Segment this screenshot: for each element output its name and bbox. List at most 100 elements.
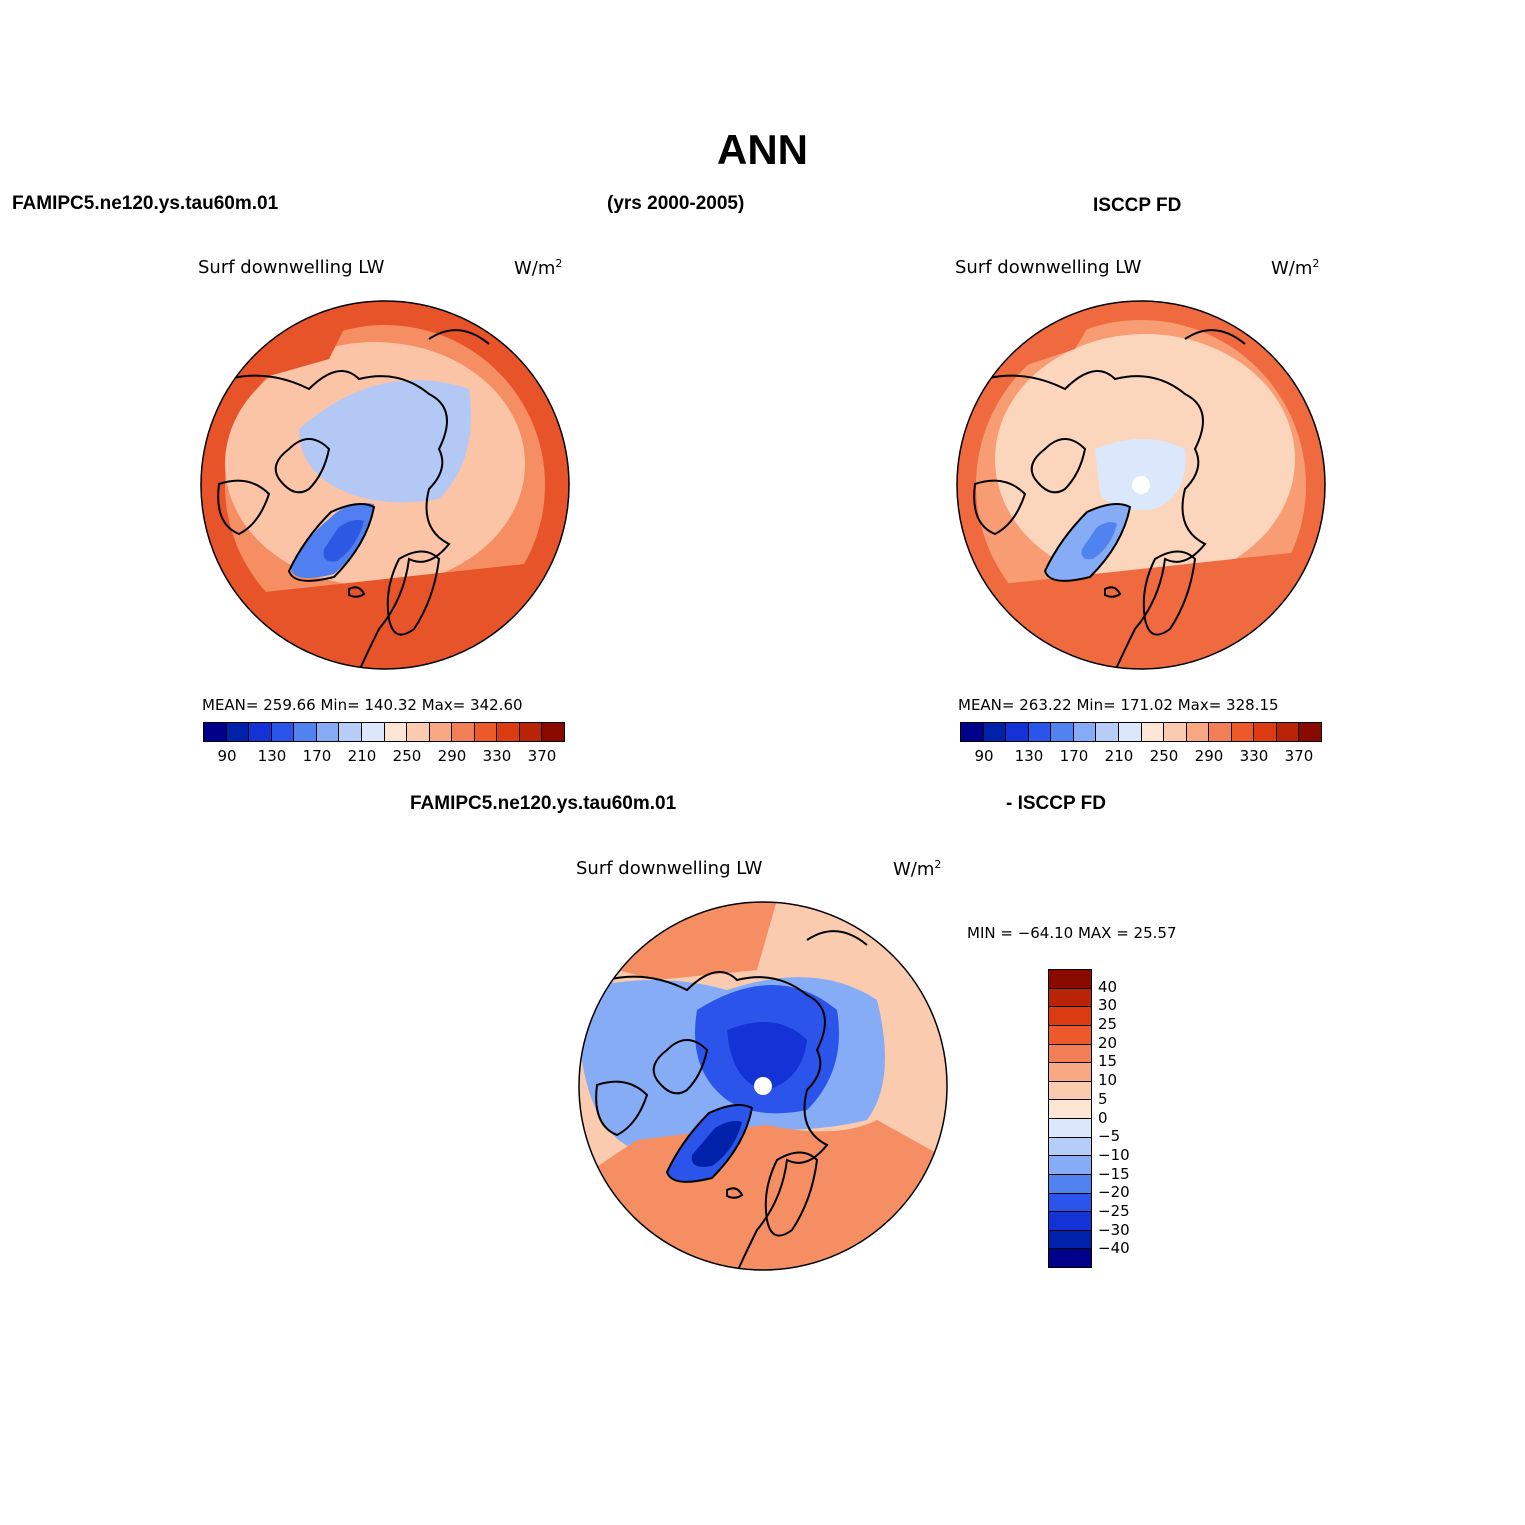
colorbar-swatch [1164,723,1187,741]
colorbar-tick-label: 170 [302,747,332,765]
colorbar-tick-label: 130 [1014,747,1044,765]
colorbar-tick-label: 15 [1098,1052,1118,1071]
colorbar-swatch [519,723,543,741]
colorbar-swatch [1049,988,1091,1008]
colorbar-tick-label: 20 [1098,1033,1118,1052]
colorbar-swatch [1254,723,1277,741]
model-polar-map [200,300,570,670]
colorbar-tick-label: 25 [1098,1015,1118,1034]
colorbar-swatch [339,723,362,741]
colorbar-tick-label: 370 [1284,747,1314,765]
colorbar-swatch [542,723,564,741]
colorbar-tick-label: −15 [1098,1164,1130,1183]
model-stats: MEAN= 259.66 Min= 140.32 Max= 342.60 [202,696,523,714]
colorbar-swatch [1049,1193,1091,1213]
colorbar-tick-label: −10 [1098,1145,1130,1164]
diff-obs-label: - ISCCP FD [1006,793,1106,814]
colorbar-swatch [1049,1212,1091,1231]
colorbar-tick-label: 5 [1098,1089,1108,1108]
colorbar-swatch [497,723,520,741]
obs-name-right: ISCCP FD [1093,195,1182,216]
colorbar-swatch [961,723,984,741]
colorbar-swatch [1028,723,1052,741]
colorbar-swatch [1186,723,1210,741]
colorbar-swatch [452,723,475,741]
colorbar-swatch [1118,723,1142,741]
colorbar-swatch [983,723,1007,741]
colorbar-swatch [1049,1081,1091,1101]
case-name-left: FAMIPC5.ne120.ys.tau60m.01 [12,193,279,214]
diff-colorbar [1048,969,1092,1268]
colorbar-swatch [1049,1119,1091,1138]
colorbar-tick-label: 330 [482,747,512,765]
colorbar-swatch [1049,1156,1091,1175]
colorbar-swatch [1209,723,1232,741]
colorbar-tick-label: 210 [347,747,377,765]
colorbar-swatch [1049,1249,1091,1267]
colorbar-tick-label: 370 [527,747,557,765]
colorbar-tick-label: 250 [1149,747,1179,765]
figure-title: ANN [717,126,808,173]
model-variable-label: Surf downwelling LW [198,257,385,278]
colorbar-swatch [361,723,385,741]
obs-units-label: W/m2 [1271,257,1320,279]
colorbar-swatch [1049,1025,1091,1045]
colorbar-swatch [1049,970,1091,989]
colorbar-tick-label: 170 [1059,747,1089,765]
colorbar-swatch [1299,723,1321,741]
colorbar-swatch [1141,723,1165,741]
model-colorbar [203,722,565,742]
colorbar-tick-label: −30 [1098,1220,1130,1239]
colorbar-swatch [226,723,250,741]
colorbar-tick-label: 30 [1098,996,1118,1015]
colorbar-swatch [429,723,453,741]
colorbar-tick-label: −20 [1098,1183,1130,1202]
colorbar-tick-label: 250 [392,747,422,765]
colorbar-swatch [384,723,408,741]
colorbar-tick-label: 330 [1239,747,1269,765]
colorbar-swatch [204,723,227,741]
obs-polar-map [956,300,1326,670]
colorbar-tick-label: 90 [217,747,237,765]
colorbar-tick-label: 290 [437,747,467,765]
diff-case-label: FAMIPC5.ne120.ys.tau60m.01 [410,793,677,814]
colorbar-tick-label: −25 [1098,1201,1130,1220]
obs-colorbar [960,722,1322,742]
colorbar-swatch [1049,1044,1091,1064]
colorbar-swatch [271,723,295,741]
diff-units-label: W/m2 [893,858,942,880]
colorbar-tick-label: 40 [1098,977,1118,996]
diff-polar-map [578,901,948,1271]
colorbar-tick-label: 210 [1104,747,1134,765]
colorbar-swatch [1049,1174,1091,1194]
colorbar-swatch [1049,1007,1091,1026]
colorbar-swatch [1276,723,1300,741]
colorbar-swatch [1051,723,1074,741]
colorbar-tick-label: 130 [257,747,287,765]
diff-stats: MIN = −64.10 MAX = 25.57 [967,924,1177,942]
diff-variable-label: Surf downwelling LW [576,858,763,879]
colorbar-tick-label: 90 [974,747,994,765]
colorbar-swatch [249,723,272,741]
colorbar-swatch [1049,1137,1091,1157]
colorbar-swatch [1096,723,1119,741]
obs-stats: MEAN= 263.22 Min= 171.02 Max= 328.15 [958,696,1279,714]
obs-variable-label: Surf downwelling LW [955,257,1142,278]
colorbar-tick-label: −5 [1098,1127,1121,1146]
colorbar-swatch [1049,1063,1091,1082]
colorbar-swatch [474,723,498,741]
colorbar-swatch [407,723,430,741]
colorbar-swatch [1073,723,1097,741]
model-units-label: W/m2 [514,257,563,279]
colorbar-swatch [294,723,317,741]
colorbar-swatch [1049,1230,1091,1250]
colorbar-swatch [1049,1100,1091,1119]
colorbar-swatch [316,723,340,741]
colorbar-tick-label: 290 [1194,747,1224,765]
years-label: (yrs 2000-2005) [607,193,745,214]
colorbar-tick-label: 10 [1098,1071,1118,1090]
colorbar-tick-label: −40 [1098,1239,1130,1258]
colorbar-swatch [1231,723,1255,741]
colorbar-tick-label: 0 [1098,1108,1108,1127]
colorbar-swatch [1006,723,1029,741]
